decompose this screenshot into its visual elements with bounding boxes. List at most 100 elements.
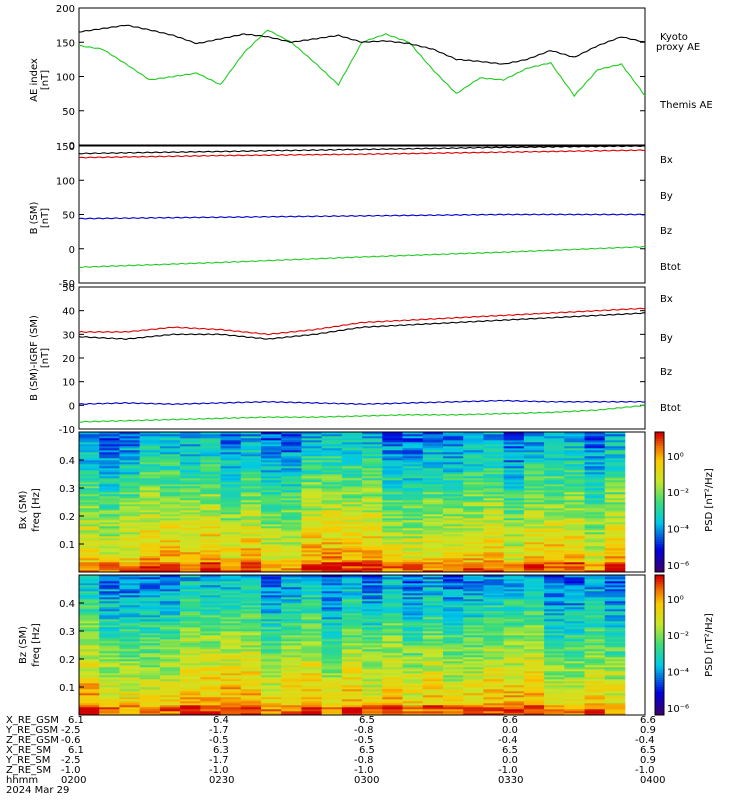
spec-bz-cell xyxy=(321,579,343,582)
spec-bz-cell xyxy=(79,701,100,704)
spec-bz-cell xyxy=(382,703,403,706)
spec-bz-cell xyxy=(503,575,525,578)
spec-bx-cell xyxy=(301,522,322,525)
spec-bz-cell xyxy=(382,599,403,602)
spec-bz-cell xyxy=(301,589,322,592)
spec-bz-cell xyxy=(119,591,140,594)
spec-bz-cell xyxy=(240,609,262,612)
spec-bx-cell xyxy=(564,454,585,457)
spec-bz-cell xyxy=(301,691,322,694)
spec-bz-cell xyxy=(99,655,120,658)
spec-bz-cell xyxy=(220,667,242,670)
spec-bx-cell xyxy=(321,448,343,451)
spec-bz-cell xyxy=(362,621,383,624)
spec-bz-cell xyxy=(483,649,504,652)
spec-bx-cell xyxy=(362,484,383,487)
spec-bx-cell xyxy=(139,458,161,461)
spec-bx-cell xyxy=(402,546,424,549)
spec-bx-cell xyxy=(159,544,181,547)
spec-bz-cell xyxy=(301,607,322,610)
spec-bx-cell xyxy=(119,438,140,441)
spec-bx-cell xyxy=(99,464,120,467)
spec-bx-cell xyxy=(119,460,140,463)
spec-bz-cell xyxy=(362,627,383,630)
spec-bz-cell xyxy=(402,599,424,602)
ephem-label: Z_RE_SM xyxy=(6,765,52,776)
spec-bz-cbar-swatch xyxy=(655,631,664,634)
spec-bz-cell xyxy=(79,623,100,626)
spec-bz-cell xyxy=(79,599,100,602)
spec-bx-cell xyxy=(564,516,585,519)
spec-bx-cell xyxy=(362,438,383,441)
spec-bx-cell xyxy=(422,462,444,465)
spec-bz-cell xyxy=(564,685,585,688)
spec-bx-cell xyxy=(422,488,444,491)
spec-bx-cell xyxy=(584,476,606,479)
spec-bz-cell xyxy=(261,671,282,674)
spec-bz-cell xyxy=(200,615,221,618)
spec-bx-cell xyxy=(604,522,626,525)
spec-bx-cell xyxy=(240,504,262,507)
spec-bx-cbar-swatch xyxy=(655,457,664,461)
spec-bx-cell xyxy=(99,450,120,453)
spec-bz-cell xyxy=(159,669,181,672)
spec-bx-cell xyxy=(604,468,626,471)
spec-bz-cell xyxy=(362,595,383,598)
spec-bz-cell xyxy=(443,605,464,608)
spec-bz-cell xyxy=(382,673,403,676)
spec-bx-cell xyxy=(564,494,585,497)
spec-bx-cell xyxy=(261,554,282,557)
spec-bx-cell xyxy=(119,552,140,555)
spec-bz-cell xyxy=(341,673,363,676)
spec-bx-cell xyxy=(180,460,201,463)
spec-bx-cell xyxy=(220,538,242,541)
spec-bx-cell xyxy=(503,526,525,529)
spec-bx-cell xyxy=(544,544,565,547)
spec-bx-cell xyxy=(139,468,161,471)
ae-ylabel: AE index xyxy=(29,58,40,102)
spec-bx-cell xyxy=(604,460,626,463)
spec-bx-cell xyxy=(382,490,403,493)
spec-bx-cell xyxy=(79,474,100,477)
spec-bz-cell xyxy=(321,673,343,676)
spec-bz-cell xyxy=(281,697,302,700)
spec-bx-cell xyxy=(483,450,504,453)
spec-bx-cell xyxy=(240,506,262,509)
spec-bz-cell xyxy=(523,671,545,674)
spec-bz-cell xyxy=(402,687,424,690)
bsm-tick-label: 50 xyxy=(62,211,75,222)
spec-bz-cell xyxy=(523,605,545,608)
spec-bz-cell xyxy=(220,697,242,700)
spec-bx-cell xyxy=(99,442,120,445)
spec-bx-cell xyxy=(443,562,464,565)
spec-bx-cell xyxy=(604,478,626,481)
spec-bz-cell xyxy=(240,583,262,586)
spec-bx-cell xyxy=(523,540,545,543)
spec-bx-cell xyxy=(564,488,585,491)
spec-bz-cell xyxy=(544,655,565,658)
spec-bz-cell xyxy=(220,683,242,686)
spec-bz-cell xyxy=(544,583,565,586)
spec-bz-cell xyxy=(503,645,525,648)
spec-bx-cell xyxy=(402,492,424,495)
spec-bz-cell xyxy=(180,653,201,656)
spec-bz-cell xyxy=(281,677,302,680)
spec-bx-cell xyxy=(281,510,302,513)
spec-bz-cell xyxy=(382,637,403,640)
spec-bx-cell xyxy=(422,564,444,567)
spec-bz-cell xyxy=(564,663,585,666)
spec-bz-cell xyxy=(544,661,565,664)
spec-bx-cell xyxy=(402,550,424,553)
spec-bz-cell xyxy=(139,577,161,580)
spec-bz-cell xyxy=(341,585,363,588)
spec-bx-cell xyxy=(604,500,626,503)
spec-bx-cell xyxy=(402,494,424,497)
spec-bx-cell xyxy=(261,548,282,551)
spec-bx-cell xyxy=(321,510,343,513)
spec-bx-cell xyxy=(321,438,343,441)
spec-bz-cell xyxy=(604,707,626,710)
spec-bz-cell xyxy=(79,641,100,644)
spec-bx-cell xyxy=(523,510,545,513)
spec-bz-cell xyxy=(544,685,565,688)
spec-bz-cell xyxy=(341,683,363,686)
